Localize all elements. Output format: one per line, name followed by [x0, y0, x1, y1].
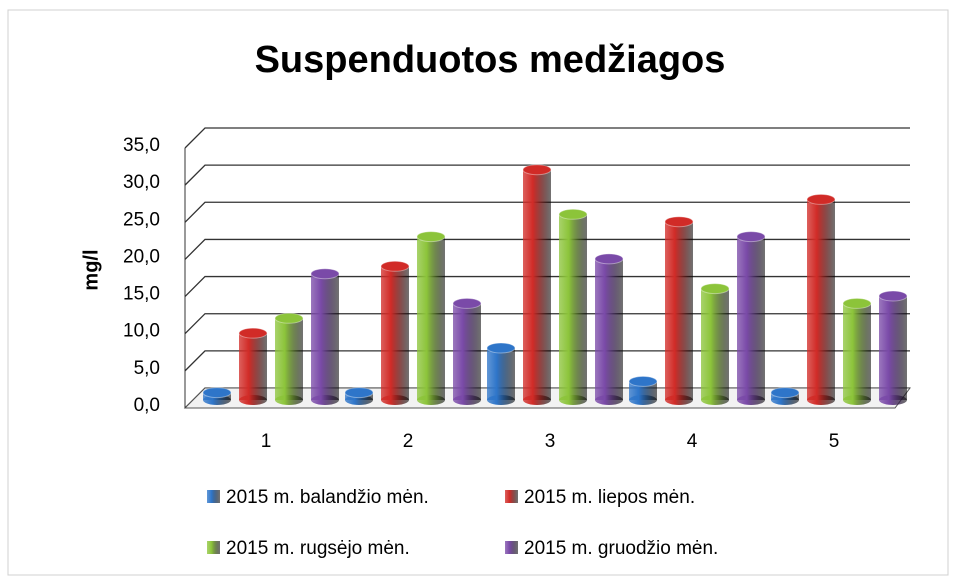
- bar-base: [879, 395, 907, 405]
- bar-top: [736, 231, 766, 243]
- bar-base: [487, 395, 515, 405]
- bar: [595, 258, 623, 400]
- bar-base: [807, 395, 835, 405]
- bar-top: [202, 387, 232, 399]
- legend-label: 2015 m. gruodžio mėn.: [524, 538, 718, 559]
- bar: [879, 296, 907, 400]
- x-tick-label: 2: [403, 431, 414, 452]
- bar: [523, 169, 551, 400]
- x-tick-label: 4: [687, 431, 698, 452]
- bar-base: [665, 395, 693, 405]
- bar-base: [843, 395, 871, 405]
- bar-base: [203, 395, 231, 405]
- bar: [737, 236, 765, 400]
- bar: [807, 199, 835, 400]
- grid-line: [184, 201, 910, 223]
- legend-swatch: [207, 490, 220, 503]
- bar-top: [770, 387, 800, 399]
- bar-top: [594, 253, 624, 265]
- bar-base: [311, 395, 339, 405]
- y-tick-label: 25,0: [123, 209, 160, 230]
- x-tick-label: 1: [261, 431, 272, 452]
- bar: [665, 221, 693, 400]
- bar-base: [595, 395, 623, 405]
- bar-top: [806, 193, 836, 205]
- legend-label: 2015 m. liepos mėn.: [524, 487, 695, 508]
- legend-label: 2015 m. balandžio mėn.: [226, 487, 429, 508]
- bar-top: [522, 164, 552, 176]
- bar-base: [559, 395, 587, 405]
- chart-border: [7, 9, 949, 576]
- bar-base: [239, 395, 267, 405]
- grid-line: [184, 127, 910, 149]
- bar-top: [878, 290, 908, 302]
- y-tick-label: 30,0: [123, 172, 160, 193]
- bar-top: [628, 375, 658, 387]
- bar-top: [416, 231, 446, 243]
- y-tick-label: 10,0: [123, 321, 160, 342]
- bar-base: [701, 395, 729, 405]
- bar: [381, 266, 409, 400]
- bar-base: [381, 395, 409, 405]
- bar-top: [486, 342, 516, 354]
- bar-base: [771, 395, 799, 405]
- chart-title: Suspenduotos medžiagos: [255, 39, 726, 81]
- bar-top: [380, 260, 410, 272]
- bar-base: [629, 395, 657, 405]
- bar: [487, 348, 515, 400]
- bar-top: [344, 387, 374, 399]
- bar: [417, 236, 445, 400]
- bar-base: [737, 395, 765, 405]
- bar-top: [310, 268, 340, 280]
- y-tick-label: 15,0: [123, 284, 160, 305]
- bar-base: [453, 395, 481, 405]
- bar-base: [523, 395, 551, 405]
- y-axis-label: mg/l: [80, 249, 102, 290]
- bar: [275, 318, 303, 400]
- bar-top: [664, 216, 694, 228]
- bar-top: [700, 283, 730, 295]
- bar-top: [558, 208, 588, 220]
- y-tick-label: 0,0: [134, 395, 160, 416]
- legend-swatch: [505, 541, 518, 554]
- bar: [239, 333, 267, 400]
- x-tick-label: 3: [545, 431, 556, 452]
- y-tick-label: 20,0: [123, 246, 160, 267]
- x-tick-label: 5: [829, 431, 840, 452]
- bar-base: [417, 395, 445, 405]
- bar: [843, 303, 871, 400]
- legend-swatch: [207, 541, 220, 554]
- bar-top: [452, 297, 482, 309]
- bar: [629, 381, 657, 400]
- y-tick-label: 35,0: [123, 135, 160, 156]
- bar-top: [274, 312, 304, 324]
- grid-line: [184, 164, 910, 186]
- legend-label: 2015 m. rugsėjo mėn.: [226, 538, 410, 559]
- bar-base: [275, 395, 303, 405]
- legend-swatch: [505, 490, 518, 503]
- bar: [311, 273, 339, 400]
- bar: [559, 214, 587, 400]
- bar-base: [345, 395, 373, 405]
- bar: [453, 303, 481, 400]
- bar-top: [842, 297, 872, 309]
- bar: [701, 288, 729, 400]
- bar-top: [238, 327, 268, 339]
- y-tick-label: 5,0: [134, 358, 160, 379]
